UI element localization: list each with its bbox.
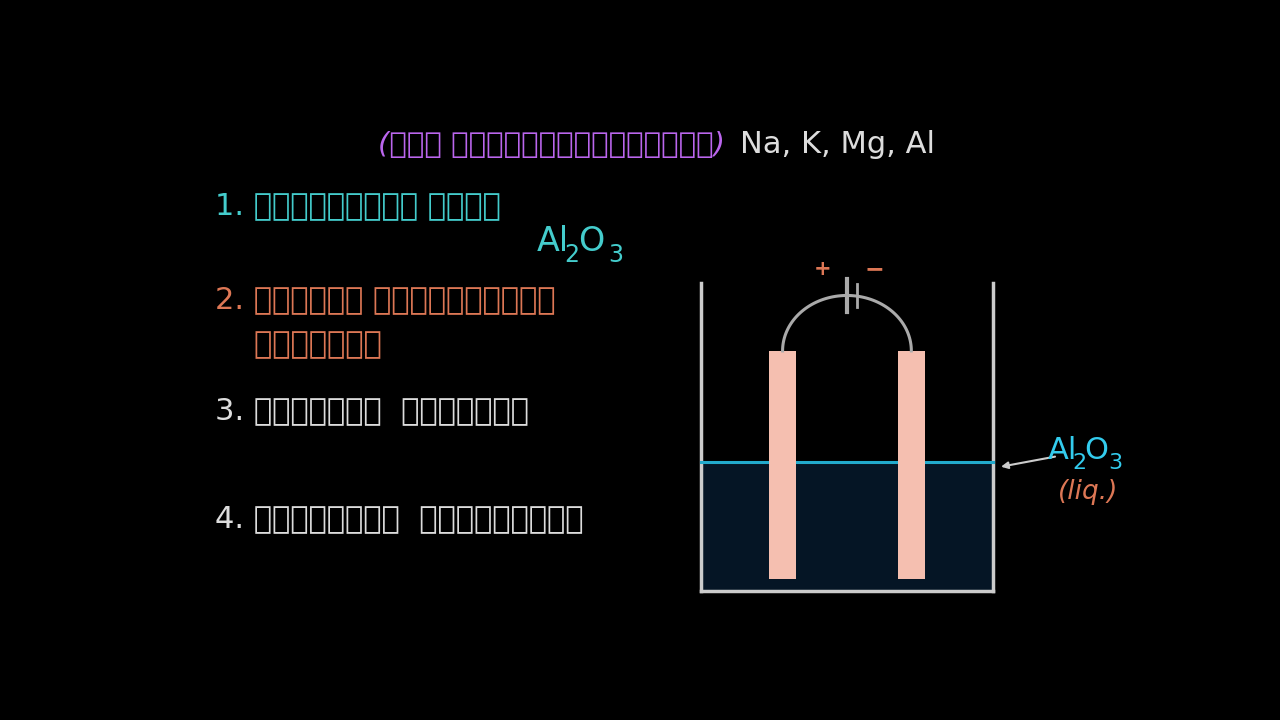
Text: ફેરવવું: ફેરવવું: [215, 330, 381, 359]
Text: Al: Al: [538, 225, 570, 258]
Text: 3. ધાતુનું  રિડક્શન: 3. ધાતુનું રિડક્શન: [215, 396, 529, 426]
Text: Na, K, Mg, Al: Na, K, Mg, Al: [740, 130, 936, 159]
Text: (વધુ પ્રતિક્રિયાત્મક): (વધુ પ્રતિક્રિયાત્મક): [379, 130, 726, 158]
Text: −: −: [865, 257, 884, 281]
Text: 3: 3: [1108, 453, 1123, 473]
Bar: [899, 351, 924, 579]
Bar: [700, 462, 993, 591]
Text: (liq.): (liq.): [1057, 480, 1119, 505]
Text: O: O: [579, 225, 605, 258]
Text: 4. ધાતુઓનું  શુદ્ધીકરણ: 4. ધાતુઓનું શુદ્ધીકરણ: [215, 504, 584, 534]
Text: 2: 2: [564, 243, 580, 268]
Text: +: +: [813, 259, 831, 279]
Text: Al: Al: [1048, 436, 1078, 465]
Bar: [769, 351, 796, 579]
Text: 2. ધાતુના ઓક્સાઈડમાં: 2. ધાતુના ઓક્સાઈડમાં: [215, 285, 556, 315]
Text: O: O: [1084, 436, 1108, 465]
Text: 3: 3: [608, 243, 623, 268]
Text: 2: 2: [1073, 453, 1087, 473]
Text: 1. સાયસ્કીની સમૃહ: 1. સાયસ્કીની સમૃહ: [215, 191, 500, 220]
